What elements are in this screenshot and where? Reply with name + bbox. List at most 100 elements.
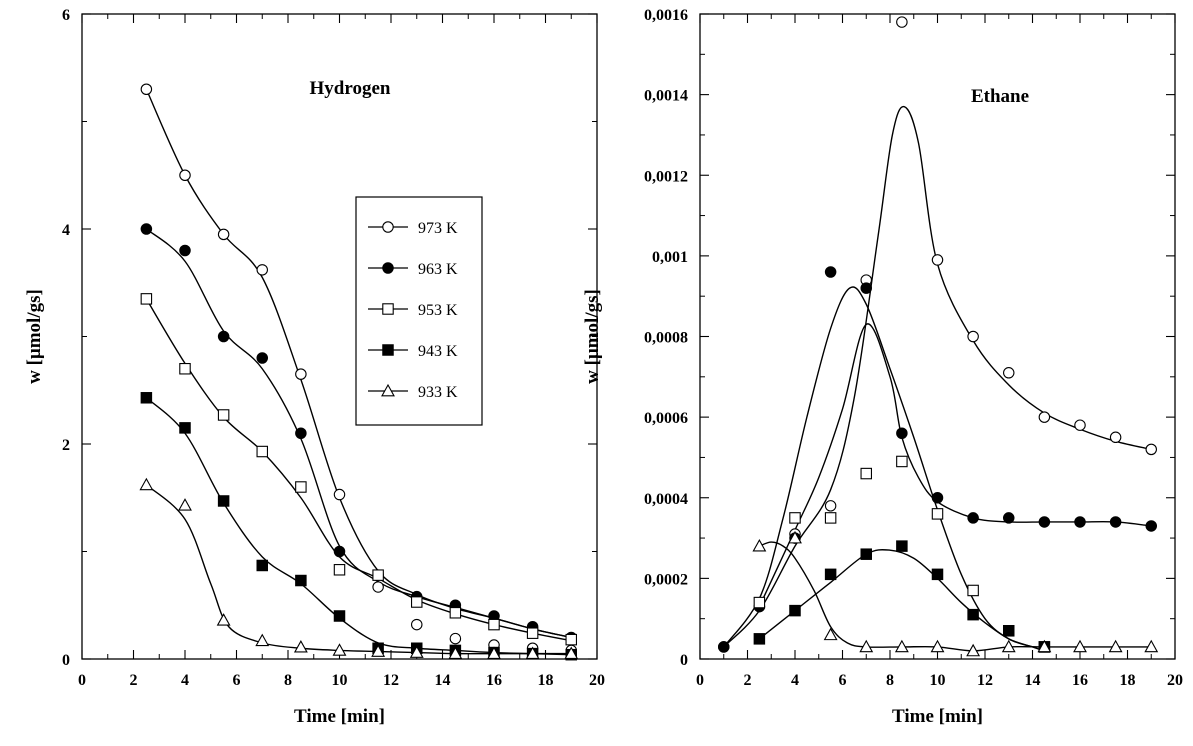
data-point [860, 282, 872, 294]
data-point [525, 646, 540, 659]
data-point [216, 613, 231, 626]
data-point [333, 545, 346, 558]
plot-frame [81, 13, 598, 660]
legend-label: 943 K [418, 343, 458, 360]
y-tick-label: 0,0002 [644, 571, 688, 588]
data-point [966, 643, 981, 657]
data-point [333, 564, 346, 576]
series-953-k [753, 455, 1051, 653]
data-point [894, 639, 909, 653]
x-tick-label: 12 [383, 672, 399, 689]
legend-marker [381, 383, 395, 397]
panel-hydrogen: 0 2 4 6 8 10 12 14 16 18 20 0 2 4 6 Time [min] w [μmol/g… [24, 7, 605, 727]
data-point [896, 16, 908, 28]
data-point [823, 627, 838, 641]
data-point [1074, 419, 1086, 431]
y-tick-label: 0,0014 [644, 88, 688, 105]
data-point [526, 627, 539, 639]
x-tick-label: 0 [696, 672, 704, 689]
data-point [409, 645, 424, 658]
series-953-k [140, 293, 577, 646]
x-tick-label: 10 [332, 672, 348, 689]
legend-label: 953 K [418, 302, 458, 319]
x-tick-label: 14 [1025, 672, 1041, 689]
data-point [824, 500, 837, 512]
legend-box [355, 196, 483, 426]
series-963-k [717, 266, 1158, 653]
y-axis-label: w [μmol/gs] [24, 289, 45, 384]
x-tick-label: 4 [791, 672, 799, 689]
data-point [372, 581, 384, 593]
x-tick-label: 2 [130, 672, 138, 689]
data-point [824, 512, 837, 524]
data-point [931, 568, 944, 581]
panel-title: Hydrogen [310, 78, 391, 99]
x-tick-label: 16 [486, 672, 502, 689]
data-point [1109, 516, 1122, 528]
data-point [140, 83, 153, 96]
data-point [256, 264, 268, 276]
data-point [217, 409, 230, 421]
y-tick-label: 0,0008 [644, 330, 688, 347]
x-tick-label: 10 [930, 672, 946, 689]
x-tick-label: 16 [1072, 672, 1088, 689]
legend-marker [382, 262, 394, 274]
x-tick-label: 20 [589, 672, 605, 689]
y-tick-label: 0,001 [652, 249, 688, 266]
curve-953-k [723, 286, 1033, 648]
data-point [1144, 639, 1159, 653]
data-point [717, 641, 730, 653]
data-point [824, 266, 837, 278]
data-point [824, 568, 837, 581]
y-tick-label: 2 [62, 437, 70, 454]
series-943-k [753, 540, 1051, 653]
data-point [332, 643, 347, 656]
legend-entry: 953 K [368, 302, 458, 319]
panel-ethane: 0 2 4 6 8 10 12 14 16 18 20 0 0,0002 0,0004 0,0006 0,00… [582, 7, 1183, 727]
data-point [448, 646, 463, 659]
data-point [1001, 639, 1016, 653]
data-point [967, 330, 979, 343]
y-axis-label: w [μmol/gs] [582, 289, 603, 384]
data-point [931, 508, 944, 520]
x-tick-label: 20 [1167, 672, 1183, 689]
legend-marker [382, 344, 394, 356]
data-point [256, 445, 268, 458]
data-point [255, 633, 270, 647]
data-point [1038, 516, 1051, 528]
data-point [896, 427, 908, 439]
data-point [295, 574, 307, 587]
data-point [930, 639, 945, 653]
series-943-k [140, 392, 577, 661]
data-point [449, 632, 462, 645]
data-point [753, 633, 766, 645]
legend-entry: 943 K [368, 343, 458, 360]
legend-entry: 933 K [368, 383, 458, 401]
data-point [139, 477, 154, 491]
data-point [1145, 520, 1158, 532]
data-point [931, 491, 944, 504]
legend: 973 K 963 K 953 K 943 K 933 K [355, 196, 483, 426]
legend-marker [382, 303, 394, 315]
y-tick-label: 0,0016 [644, 7, 688, 24]
x-axis-label: Time [min] [892, 706, 983, 727]
data-point [217, 495, 230, 507]
data-point [217, 228, 230, 241]
data-point [1037, 639, 1052, 653]
data-point [860, 467, 872, 480]
x-axis-label: Time [min] [294, 706, 385, 727]
data-point [333, 488, 346, 501]
x-tick-label: 14 [435, 672, 451, 689]
data-point [931, 254, 944, 266]
y-tick-label: 0 [62, 652, 70, 669]
data-point [967, 512, 979, 524]
data-point [140, 293, 153, 305]
data-point [488, 618, 500, 631]
x-tick-label: 8 [886, 672, 894, 689]
x-tick-label: 12 [977, 672, 993, 689]
data-point [256, 559, 268, 572]
data-point [753, 596, 766, 609]
data-point [896, 540, 908, 552]
data-point [179, 362, 191, 375]
data-point [295, 481, 307, 493]
